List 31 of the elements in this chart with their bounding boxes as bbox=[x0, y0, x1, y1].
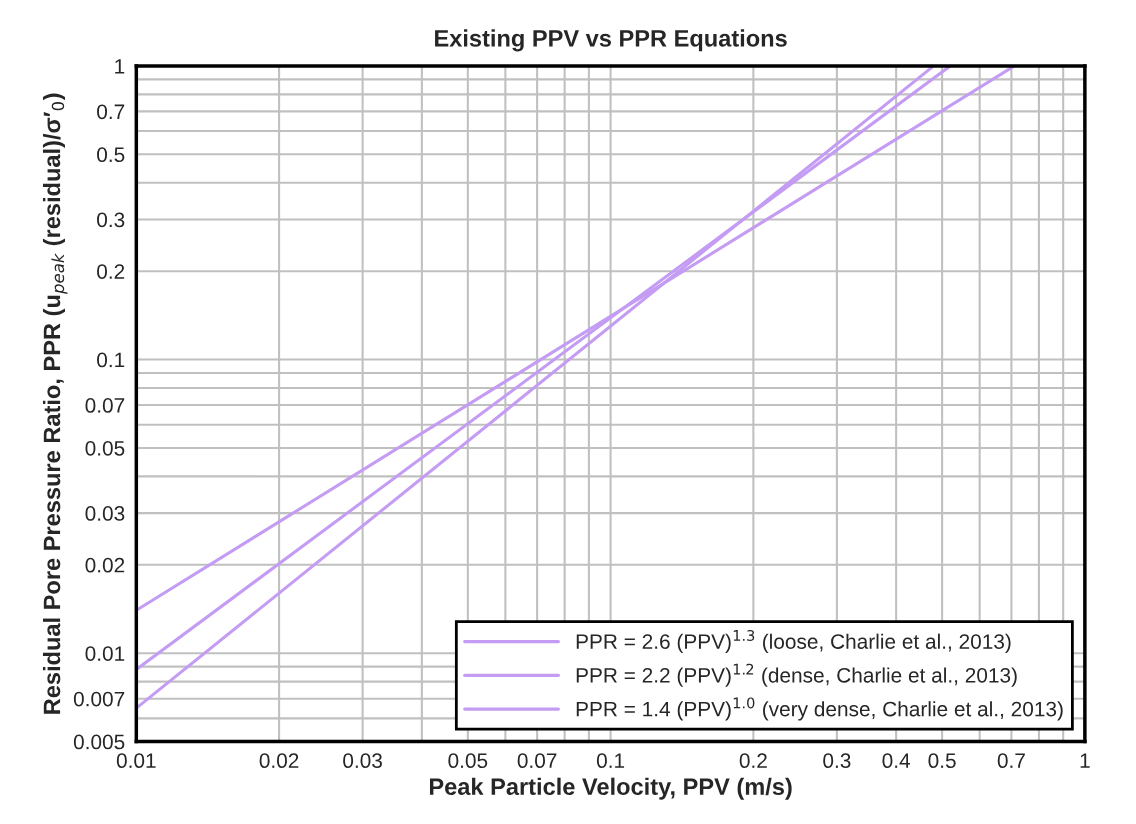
y-tick-label: 0.03 bbox=[85, 506, 125, 521]
y-axis-title: Residual Pore Pressure Ratio, PPR (u$_{peak}$ (residual)/σ′$_{0}$) bbox=[42, 93, 68, 714]
y-tick-label: 0.01 bbox=[85, 646, 125, 661]
y-tick-label: 0.007 bbox=[73, 691, 125, 707]
y-tick-label: 0.02 bbox=[85, 557, 125, 573]
chart-title: Existing PPV vs PPR Equations bbox=[435, 29, 787, 52]
x-tick-label: 0.01 bbox=[116, 753, 156, 769]
x-tick-label: 0.5 bbox=[928, 753, 956, 769]
x-tick-label: 0.7 bbox=[997, 753, 1025, 769]
x-tick-label: 0.07 bbox=[517, 753, 557, 769]
y-tick-label: 0.005 bbox=[73, 734, 125, 750]
x-axis-title: Peak Particle Velocity, PPV (m/s) bbox=[429, 777, 792, 800]
y-tick-label: 0.05 bbox=[85, 440, 125, 456]
x-tick-label: 0.02 bbox=[259, 753, 299, 769]
x-tick-label: 0.05 bbox=[448, 753, 488, 769]
x-tick-label: 0.1 bbox=[596, 753, 625, 769]
y-tick-label: 1 bbox=[115, 59, 125, 74]
y-tick-label: 0.3 bbox=[97, 212, 125, 228]
x-tick-label: 0.3 bbox=[823, 753, 851, 769]
x-tick-label: 0.2 bbox=[739, 753, 767, 769]
y-tick-label: 0.1 bbox=[97, 352, 125, 368]
x-tick-label: 1 bbox=[1080, 753, 1090, 768]
x-tick-label: 0.4 bbox=[882, 753, 911, 769]
y-tick-label: 0.2 bbox=[97, 264, 125, 279]
legend-label: PPR = 2.6 (PPV)$^{1.3}$ (loose, Charlie et al., 2013) bbox=[576, 629, 1011, 654]
y-tick-label: 0.07 bbox=[85, 398, 125, 413]
y-tick-label: 0.7 bbox=[97, 104, 125, 120]
y-tick-label: 0.5 bbox=[97, 147, 125, 163]
legend-label: PPR = 1.4 (PPV)$^{1.0}$ (very dense, Charlie et al., 2013) bbox=[576, 697, 1063, 721]
legend-label: PPR = 2.2 (PPV)$^{1.2}$ (dense, Charlie et al., 2013) bbox=[576, 663, 1017, 687]
x-tick-label: 0.03 bbox=[343, 753, 382, 769]
